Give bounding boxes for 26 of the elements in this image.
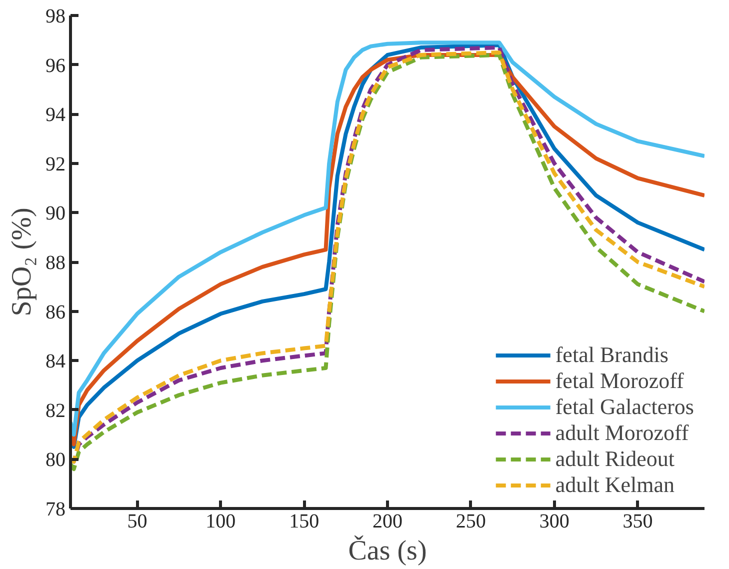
legend-label: fetal Morozoff [555,368,684,394]
legend-label: fetal Galacteros [555,394,694,420]
y-tick-label: 94 [46,104,66,126]
y-tick-label: 98 [46,6,66,28]
x-tick-label: 300 [539,510,570,532]
x-tick-label: 50 [127,510,148,532]
legend-label: adult Kelman [555,472,674,498]
y-tick-label: 90 [46,202,66,225]
legend-label: fetal Brandis [555,342,668,368]
y-tick-label: 82 [46,400,66,422]
x-tick-label: 350 [622,510,653,532]
x-axis-title: Čas (s) [348,534,427,566]
y-tick-label: 96 [46,54,66,77]
y-tick-label: 86 [46,301,66,324]
x-tick-label: 100 [206,510,236,532]
legend-label: adult Morozoff [555,420,689,446]
x-tick-label: 250 [456,510,486,532]
y-tick-label: 84 [46,350,66,373]
x-tick-label: 150 [289,510,320,532]
y-tick-label: 78 [46,498,66,520]
y-tick-label: 88 [46,252,66,274]
y-tick-label: 80 [46,449,66,472]
y-tick-label: 92 [46,153,66,176]
x-tick-label: 200 [372,510,402,532]
legend-label: adult Rideout [555,446,675,472]
y-axis-title: SpO₂ (%) [6,208,38,316]
